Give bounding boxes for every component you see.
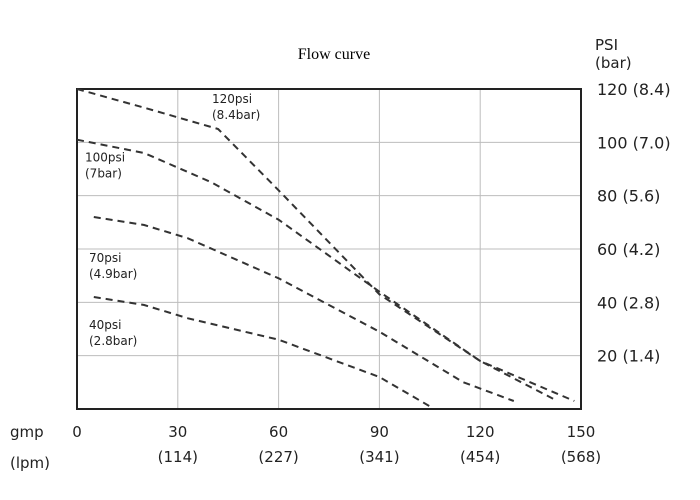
y-tick-label: 80 (5.6): [597, 187, 660, 206]
series-line-120psi: [76, 88, 575, 402]
x-tick-label: 0: [72, 423, 82, 441]
series-line-40psi: [93, 296, 431, 408]
curve-label-120psi: 120psi: [212, 92, 252, 106]
curve-sublabel-120psi: (8.4bar): [212, 108, 260, 122]
curve-sublabel-70psi: (4.9bar): [89, 267, 137, 281]
y-tick-label: 100 (7.0): [597, 133, 671, 152]
curve-label-70psi: 70psi: [89, 251, 121, 265]
x-tick-sublabel: (341): [359, 448, 399, 466]
y-tick-labels: 20 (1.4) 40 (2.8) 60 (4.2) 80 (5.6) 100 (7.0…: [597, 80, 671, 366]
x-tick-label: 30: [168, 423, 187, 441]
y-unit-secondary: (bar): [595, 54, 632, 72]
y-tick-label: 120 (8.4): [597, 80, 671, 99]
curve-sublabel-100psi: (7bar): [85, 167, 122, 181]
series-line-100psi: [76, 138, 558, 402]
x-unit-secondary: (lpm): [10, 454, 50, 472]
curve-label-40psi: 40psi: [89, 318, 121, 332]
x-tick-labels: 0 30 (114) 60 (227) 90 (341) 120 (454) 150 (568): [72, 423, 601, 466]
x-tick-label: 120: [466, 423, 495, 441]
x-tick-sublabel: (568): [561, 448, 601, 466]
x-unit-primary: gmp: [10, 423, 44, 441]
y-tick-label: 40 (2.8): [597, 293, 660, 312]
x-tick-label: 90: [370, 423, 389, 441]
y-unit-primary: PSI: [595, 36, 618, 54]
y-tick-label: 60 (4.2): [597, 240, 660, 259]
x-tick-sublabel: (227): [258, 448, 298, 466]
curve-sublabel-40psi: (2.8bar): [89, 334, 137, 348]
y-tick-label: 20 (1.4): [597, 347, 660, 366]
x-tick-sublabel: (114): [158, 448, 198, 466]
plot-frame: [76, 88, 582, 410]
x-tick-label: 60: [269, 423, 288, 441]
curve-label-100psi: 100psi: [85, 151, 125, 165]
x-tick-label: 150: [567, 423, 596, 441]
grid: [77, 89, 581, 409]
series-line-70psi: [93, 216, 515, 402]
x-tick-sublabel: (454): [460, 448, 500, 466]
chart-title: Flow curve: [298, 46, 370, 63]
series-group: [76, 88, 575, 408]
curve-labels: 120psi (8.4bar) 100psi (7bar) 70psi (4.9bar) 4…: [85, 92, 260, 348]
